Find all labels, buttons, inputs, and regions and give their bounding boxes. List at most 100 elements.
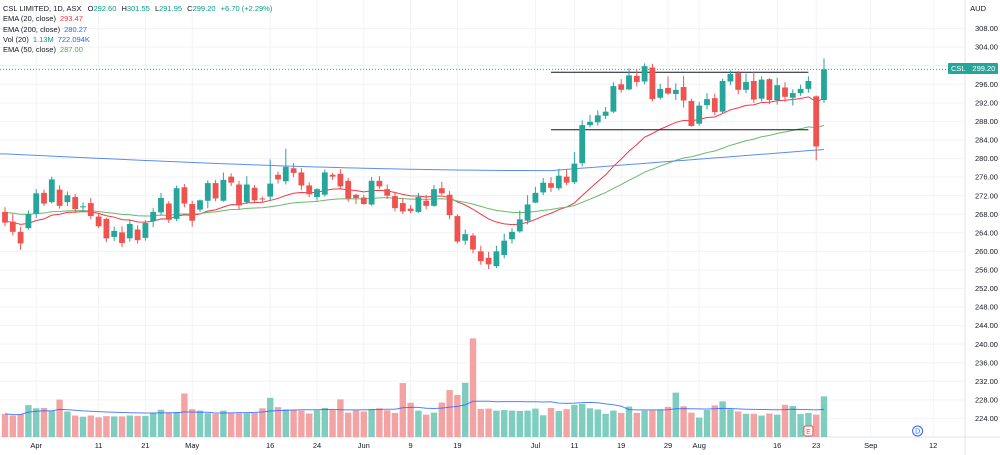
y-tick-label: 288.00	[975, 117, 998, 126]
candle-body	[626, 75, 632, 90]
symbol-price-tag: CSL 299.20	[948, 63, 999, 75]
volume-bar	[657, 409, 664, 437]
volume-bar	[118, 416, 126, 437]
currency-label[interactable]: AUD	[970, 4, 986, 13]
x-tick-label: 19	[453, 441, 461, 450]
candle-body	[399, 203, 406, 212]
candle-body	[298, 172, 305, 186]
candle-body	[329, 174, 336, 177]
volume-bar	[805, 412, 812, 437]
candle-body	[220, 179, 227, 201]
y-tick-label: 268.00	[975, 210, 998, 219]
volume-bar	[758, 415, 765, 437]
candle-body	[743, 81, 749, 90]
x-tick-label: 29	[664, 441, 672, 450]
volume-bar	[329, 410, 336, 437]
x-tick-label: Jun	[358, 441, 370, 450]
candle-body	[766, 79, 773, 101]
volume-bar	[173, 412, 180, 437]
time-axis[interactable]: Apr 11 21 May 16 24 Jun 9 19 Jul 11 19 29 Aug 16 23 Sep 1…	[30, 441, 937, 450]
volume-bar	[306, 413, 313, 437]
y-tick-label: 308.00	[975, 24, 998, 33]
indicator-label: EMA (200, close)	[3, 24, 61, 34]
volume-bar	[633, 412, 640, 437]
candle-body	[641, 66, 648, 82]
x-tick-label: 23	[812, 441, 820, 450]
volume-bar	[56, 399, 63, 437]
open-value: 292.60	[93, 4, 117, 13]
volume-bar	[165, 412, 172, 437]
volume-bar	[555, 410, 562, 437]
candle-body	[189, 204, 196, 221]
indicator-ema20[interactable]: EMA (20, close) 293.47	[3, 14, 272, 24]
x-tick-label: Jul	[531, 441, 541, 450]
candle-body	[95, 216, 102, 227]
candle-body	[555, 175, 562, 189]
volume-bar	[508, 410, 516, 437]
candle-body	[384, 189, 391, 196]
candle-body	[782, 87, 788, 97]
candle-body	[212, 183, 219, 199]
candle-body	[493, 251, 500, 267]
volume-bar	[251, 412, 258, 437]
indicator-ema200[interactable]: EMA (200, close) 280.27	[3, 25, 272, 35]
volume-bar	[711, 405, 718, 437]
volume-bar	[579, 403, 586, 437]
price-axis[interactable]: 224.00 228.00 232.00 236.00 240.00 244.00 248.…	[975, 24, 998, 423]
x-tick-label: May	[185, 441, 199, 450]
y-tick-label: 272.00	[975, 191, 998, 200]
candle-body	[438, 188, 445, 194]
volume-bar	[774, 414, 781, 437]
volume-bar	[345, 412, 352, 437]
symbol-name[interactable]: CSL LIMITED, 1D, ASX	[3, 4, 82, 13]
volume-bar	[547, 408, 555, 437]
volume-bar	[407, 402, 414, 437]
x-tick-label: Sep	[864, 441, 877, 450]
volume-bar	[641, 410, 648, 437]
volume-bar	[17, 414, 24, 437]
candle-body	[142, 223, 149, 238]
close-key: C	[187, 4, 193, 13]
candle-body	[719, 81, 726, 112]
candle-body	[633, 75, 640, 82]
dividend-marker	[912, 425, 924, 437]
change-value: +6.70 (+2.29%)	[220, 4, 273, 13]
candle-body	[704, 99, 710, 106]
candle-body	[181, 187, 188, 204]
volume-bar	[72, 415, 79, 437]
volume-bar	[610, 410, 617, 437]
indicator-value-2: 722.094K	[57, 34, 90, 44]
volume-bar	[664, 406, 672, 437]
candle-body	[72, 197, 79, 210]
volume-bar	[259, 408, 266, 437]
candle-body	[571, 163, 578, 183]
y-tick-label: 260.00	[975, 247, 998, 256]
y-tick-label: 228.00	[975, 395, 998, 404]
y-tick-label: 292.00	[975, 98, 998, 107]
volume-bar	[376, 408, 383, 437]
volume-bar	[298, 410, 305, 437]
candle-body	[204, 183, 211, 201]
x-tick-label: 11	[95, 441, 103, 450]
candle-body	[290, 168, 297, 173]
candle-body	[563, 176, 570, 183]
x-tick-label: Aug	[693, 441, 706, 450]
candle-body	[789, 93, 796, 98]
volume-bar	[337, 399, 344, 437]
volume-bar	[540, 415, 547, 437]
volume-bar	[9, 415, 16, 437]
candle-body	[501, 240, 508, 256]
candle-body	[407, 208, 414, 211]
candle-body	[41, 192, 47, 204]
volume-bar	[703, 410, 711, 437]
x-tick-label: 9	[409, 441, 413, 450]
indicator-volume[interactable]: Vol (20) 1.13M 722.094K	[3, 35, 272, 45]
volume-bar	[87, 415, 94, 437]
x-tick-label: 16	[266, 441, 274, 450]
volume-bar	[134, 415, 141, 437]
indicator-ema50[interactable]: EMA (50, close) 287.00	[3, 45, 272, 55]
candle-body	[243, 184, 250, 203]
high-value: 301.55	[126, 4, 150, 13]
